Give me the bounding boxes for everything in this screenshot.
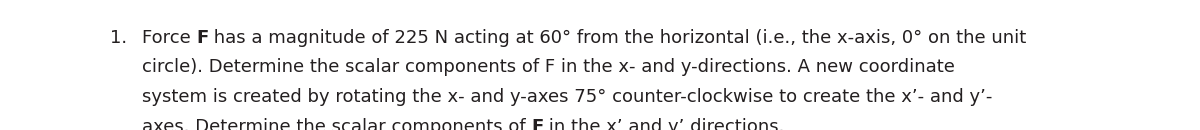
Text: F: F	[530, 118, 544, 130]
Text: 1.: 1.	[110, 29, 127, 47]
Text: has a magnitude of 225 N acting at 60° from the horizontal (i.e., the x-axis, 0°: has a magnitude of 225 N acting at 60° f…	[209, 29, 1026, 47]
Text: axes. Determine the scalar components of: axes. Determine the scalar components of	[142, 118, 530, 130]
Text: F: F	[196, 29, 209, 47]
Text: system is created by rotating the x- and y-axes 75° counter-clockwise to create : system is created by rotating the x- and…	[142, 88, 992, 106]
Text: circle). Determine the scalar components of F in the x- and y-directions. A new : circle). Determine the scalar components…	[142, 58, 954, 76]
Text: in the x’ and y’ directions.: in the x’ and y’ directions.	[544, 118, 785, 130]
Text: Force: Force	[142, 29, 196, 47]
